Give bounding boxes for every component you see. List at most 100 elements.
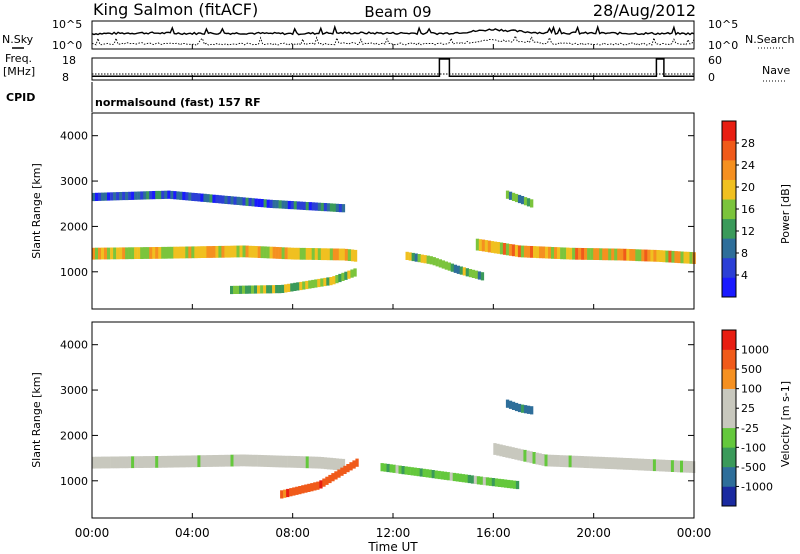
freq-panel: Freq. [MHz] 18 8 60 0 Nave (3, 52, 790, 84)
data-cell (203, 455, 207, 467)
data-cell (458, 473, 463, 482)
data-cell (515, 480, 520, 490)
data-cell (500, 479, 505, 488)
data-cell (452, 472, 457, 482)
data-cell (152, 456, 156, 468)
data-cell (239, 454, 243, 467)
data-cell (167, 246, 171, 259)
data-cell (113, 456, 117, 469)
data-cell (245, 197, 249, 206)
data-cell (482, 477, 487, 486)
data-cell (420, 254, 424, 263)
data-cell (481, 239, 486, 252)
data-cell (287, 247, 292, 260)
data-cell (113, 247, 117, 260)
data-cell (323, 457, 328, 470)
data-cell (263, 199, 267, 208)
data-cell (565, 455, 569, 468)
data-cell (575, 247, 579, 260)
data-cell (462, 267, 467, 276)
data-cell (212, 455, 216, 467)
data-cell (584, 248, 588, 260)
data-cell (355, 458, 359, 467)
data-cell (380, 463, 384, 472)
colorbar-swatch (722, 349, 736, 370)
data-cell (245, 454, 249, 467)
data-cell (275, 285, 279, 294)
data-cell (479, 476, 484, 485)
data-cell (649, 459, 654, 471)
data-cell (411, 252, 415, 262)
data-cell (447, 262, 452, 271)
data-cell (628, 458, 633, 470)
data-cell (464, 474, 469, 483)
data-cell (101, 456, 105, 469)
data-cell (616, 457, 621, 470)
data-cell (335, 458, 340, 471)
velocity-y-ticks: 1000 2000 3000 4000 (60, 339, 694, 488)
data-cell (548, 246, 552, 259)
data-cell (386, 463, 390, 473)
data-cell (209, 246, 213, 258)
data-cell (182, 246, 186, 259)
data-cell (149, 247, 153, 259)
data-cell (305, 202, 310, 211)
data-cell (173, 191, 177, 200)
data-cell (461, 474, 466, 483)
data-cell (475, 238, 480, 251)
data-cell (110, 192, 114, 201)
data-cell (610, 457, 615, 470)
data-cell (634, 458, 639, 471)
data-cell (511, 244, 516, 257)
data-cell (514, 402, 519, 412)
data-cell (125, 456, 129, 469)
data-cell (236, 285, 240, 294)
colorbar-tick-label: 4 (741, 269, 748, 282)
data-cell (275, 455, 279, 468)
data-cell (320, 202, 325, 212)
data-cell (305, 280, 309, 290)
data-cell (338, 204, 343, 213)
data-cell (239, 245, 243, 258)
data-cell (233, 285, 237, 294)
data-cell (254, 198, 258, 207)
data-cell (676, 460, 681, 473)
data-cell (191, 455, 195, 468)
data-cell (239, 285, 243, 294)
data-cell (520, 245, 525, 258)
data-cell (578, 247, 582, 260)
data-cell (502, 243, 507, 255)
data-cell (295, 486, 299, 495)
data-cell (260, 199, 264, 208)
cpid-program: normalsound (fast) 157 RF (95, 96, 261, 109)
station-title: King Salmon (fitACF) (93, 0, 258, 19)
data-cell (131, 247, 135, 260)
data-cell (572, 247, 576, 260)
data-cell (322, 478, 326, 487)
data-cell (299, 201, 304, 210)
data-cell (523, 245, 528, 258)
data-cell (341, 272, 345, 281)
data-cell (137, 191, 141, 200)
data-cell (577, 455, 581, 468)
colorbar-swatch (722, 330, 736, 350)
data-cell (590, 248, 594, 260)
data-cell (308, 456, 313, 469)
data-cell (316, 481, 320, 490)
data-cell (347, 249, 352, 261)
data-cell (230, 285, 234, 295)
data-cell (665, 250, 669, 263)
data-cell (254, 454, 258, 467)
beam-title: Beam 09 (364, 3, 431, 21)
data-cell (284, 284, 288, 293)
x-tick-label: 08:00 (275, 526, 310, 540)
cpid-panel: CPID normalsound (fast) 157 RF (6, 82, 261, 112)
data-cell (304, 484, 308, 493)
data-cell (629, 249, 633, 261)
data-cell (143, 247, 147, 259)
data-cell (320, 248, 325, 261)
data-cell (290, 247, 295, 260)
nsearch-line (91, 34, 695, 46)
data-cell (173, 455, 177, 468)
data-cell (536, 246, 540, 259)
